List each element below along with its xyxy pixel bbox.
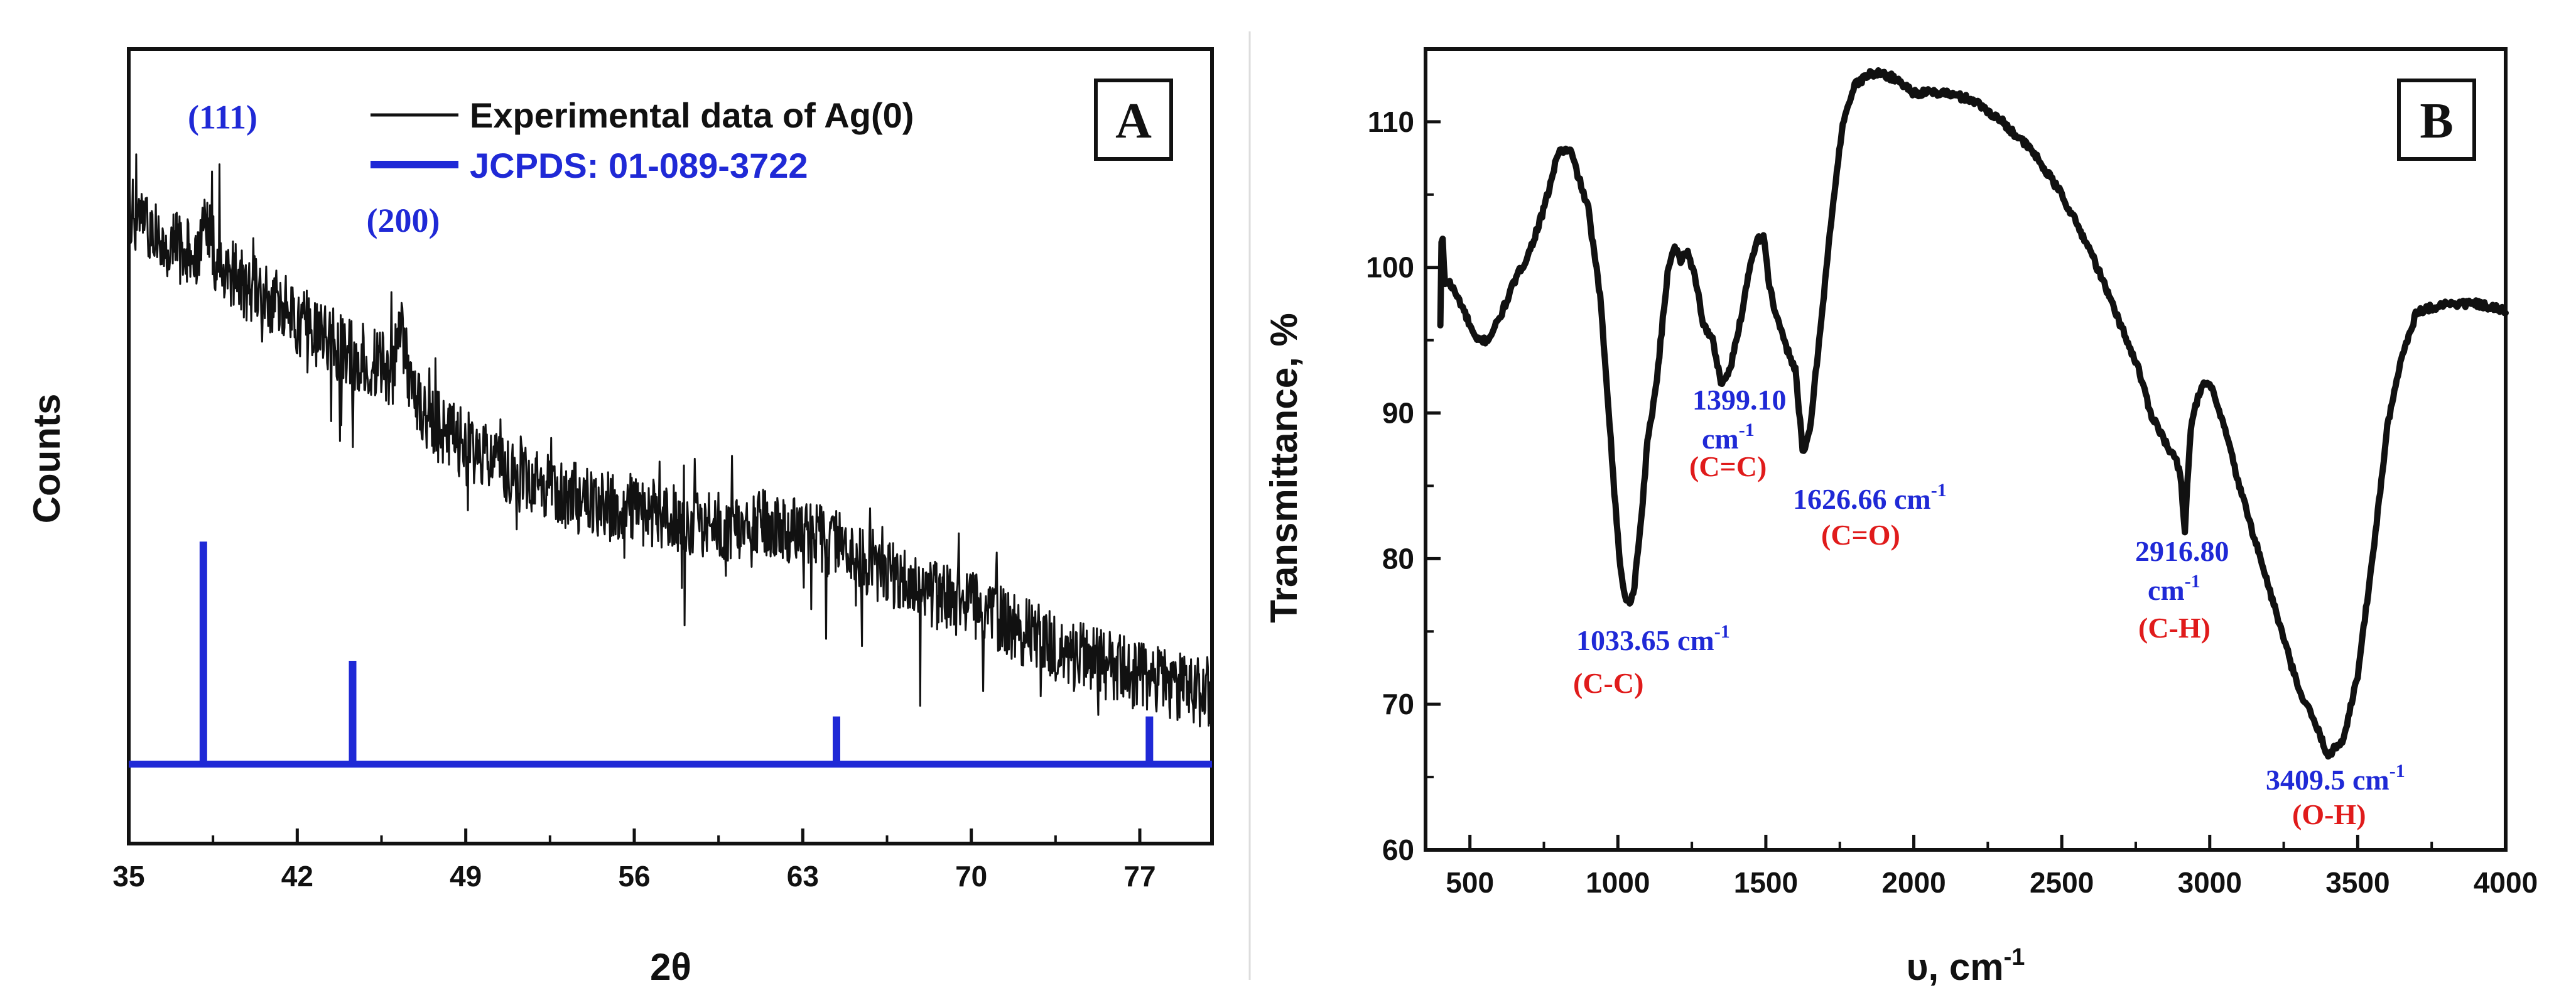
annotation-cc-group: (C-C) [1573,667,1643,699]
annotation-oh-group: (O-H) [2292,798,2366,830]
annotation-oh-value-sup: -1 [2389,761,2405,781]
panel-b-x-tick-label: 4000 [2474,866,2538,899]
panel-b-letter: B [2420,94,2453,149]
panel-a-x-tick-label: 49 [450,860,482,893]
annotation-c-double-c-group: (C=C) [1689,450,1767,482]
panel-b-y-tick-label: 70 [1382,688,1414,720]
panel-b-y-tick-label: 60 [1382,834,1414,866]
panel-a-x-tick-label: 70 [955,860,987,893]
panel-a-x-tick-label: 35 [112,860,144,893]
annotation-cc-value: 1033.65 cm-1 [1576,621,1730,656]
annotation-c-double-o-value-main: 1626.66 cm [1793,483,1931,515]
panel-a-x-tick-label: 63 [787,860,819,893]
panel-b-plot-frame [1424,47,2508,852]
panel-b-x-tick-label: 1500 [1734,866,1798,899]
panel-b-x-tick-label: 1000 [1586,866,1650,899]
panel-a-plot-frame [127,47,1214,845]
panel-b-x-tick-label: 3000 [2178,866,2242,899]
peak-label-200: (200) [367,202,440,239]
panel-b-y-axis-title: Transmittance, % [1263,313,1305,623]
annotation-cc: 1033.65 cm-1 (C-C) [1573,621,1730,699]
annotation-ch: 2916.80 cm-1 (C-H) [2135,535,2229,644]
panel-a-x-axis-title: 2θ [650,946,691,988]
panel-b-series-group [1437,67,2509,760]
panel-a-x-tick-label: 56 [618,860,650,893]
annotation-c-double-o-value-sup: -1 [1931,480,1947,501]
panel-b-y-tick-label: 80 [1382,542,1414,575]
annotation-c-double-c-unit: cm-1 [1702,420,1755,455]
annotation-c-double-o: 1626.66 cm-1 (C=O) [1793,480,1947,551]
peak-label-111: (111) [188,99,257,136]
panel-a-x-tick-label: 77 [1123,860,1155,893]
annotation-c-double-c: 1399.10 cm-1 (C=C) [1689,384,1787,482]
annotation-c-double-c-unit-sup: -1 [1739,420,1755,440]
panel-b-y-tick-label: 110 [1368,106,1414,138]
annotation-ch-group: (C-H) [2138,612,2211,644]
panel-a-letter: A [1115,94,1152,149]
annotation-ch-unit-sup: -1 [2185,571,2200,592]
annotation-ch-unit-main: cm [2148,574,2185,606]
panel-b-x-axis-title: υ, cm-1 [1907,944,2025,988]
annotation-cc-value-main: 1033.65 cm [1576,624,1714,656]
annotation-cc-value-sup: -1 [1714,621,1730,642]
annotation-ch-value: 2916.80 [2135,535,2229,567]
panel-a: 35 42 49 56 63 70 77 Counts 2θ Experimental da… [26,47,1214,988]
panel-b-letter-box [2397,79,2476,161]
annotation-ch-unit: cm-1 [2148,571,2200,606]
panel-b-y-tick-label: 90 [1382,397,1414,430]
panel-b: 500 1000 1500 2000 2500 3000 3500 4000 60 70 80 90 1… [1263,47,2538,988]
annotation-c-double-c-unit-main: cm [1702,423,1739,455]
panel-b-x-tick-label: 500 [1446,866,1494,899]
annotation-c-double-o-value: 1626.66 cm-1 [1793,480,1947,515]
panel-b-axis-ticks: 500 1000 1500 2000 2500 3000 3500 4000 60 70 80 90 1… [1366,106,2538,899]
panel-a-series-group [127,153,1213,768]
legend-label-jcpds: JCPDS: 01-089-3722 [470,146,808,185]
panel-b-x-tick-label: 2000 [1881,866,1946,899]
annotation-c-double-o-group: (C=O) [1821,519,1900,551]
series-experimental-ag [127,153,1213,727]
panel-b-x-axis-title-sup: -1 [2004,944,2025,970]
annotation-oh: 3409.5 cm-1 (O-H) [2266,761,2405,830]
panel-b-x-tick-label: 2500 [2030,866,2094,899]
series-ftir-transmittance [1437,67,2509,760]
panel-b-x-tick-label: 3500 [2325,866,2389,899]
annotation-oh-value-main: 3409.5 cm [2266,764,2389,796]
annotation-c-double-c-value: 1399.10 [1692,384,1787,416]
panel-a-y-axis-title: Counts [26,394,68,524]
panel-b-x-axis-title-main: υ, cm [1907,946,2004,988]
legend-label-experimental: Experimental data of Ag(0) [470,95,914,135]
panel-a-x-tick-label: 42 [281,860,313,893]
annotation-oh-value: 3409.5 cm-1 [2266,761,2405,796]
panel-b-y-tick-label: 100 [1366,251,1414,284]
panel-a-letter-box [1094,79,1173,161]
panel-a-x-ticks: 35 42 49 56 63 70 77 [112,828,1156,893]
